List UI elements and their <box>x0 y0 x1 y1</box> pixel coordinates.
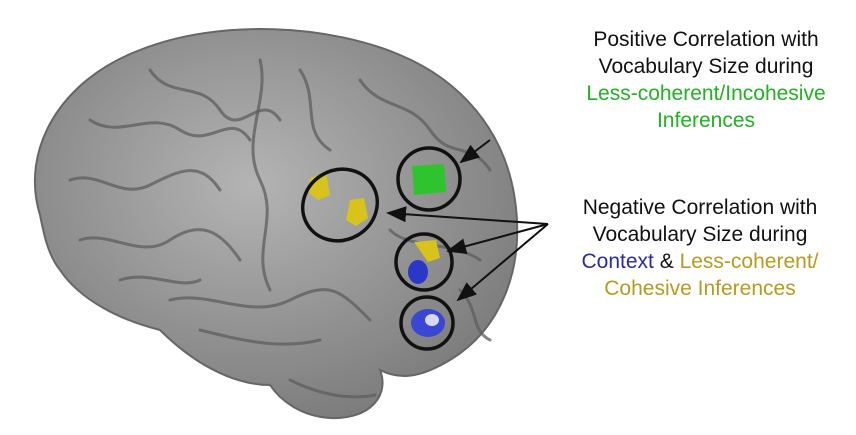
figure: Positive Correlation with Vocabulary Siz… <box>0 0 856 435</box>
positive-caption: Positive Correlation with Vocabulary Siz… <box>586 28 825 132</box>
ampersand: & <box>660 250 674 273</box>
activation-blue <box>408 260 428 284</box>
activation-green <box>412 164 446 195</box>
caption-line: Positive Correlation with <box>593 28 818 51</box>
caption-line: Vocabulary Size during <box>599 55 814 78</box>
negative-caption: Negative Correlation with Vocabulary Siz… <box>582 196 819 300</box>
caption-line: Cohesive Inferences <box>604 277 795 300</box>
context-label: Context <box>582 250 655 273</box>
caption-line: Inferences <box>657 109 755 132</box>
caption-line: Less-coherent/Incohesive <box>586 82 825 105</box>
brain <box>35 29 517 418</box>
caption-line: Negative Correlation with <box>583 196 818 219</box>
activation-overlap <box>425 314 439 326</box>
caption-line: Context & Less-coherent/ <box>582 250 819 273</box>
caption-line: Vocabulary Size during <box>593 223 808 246</box>
less-coherent-label: Less-coherent/ <box>680 250 819 273</box>
